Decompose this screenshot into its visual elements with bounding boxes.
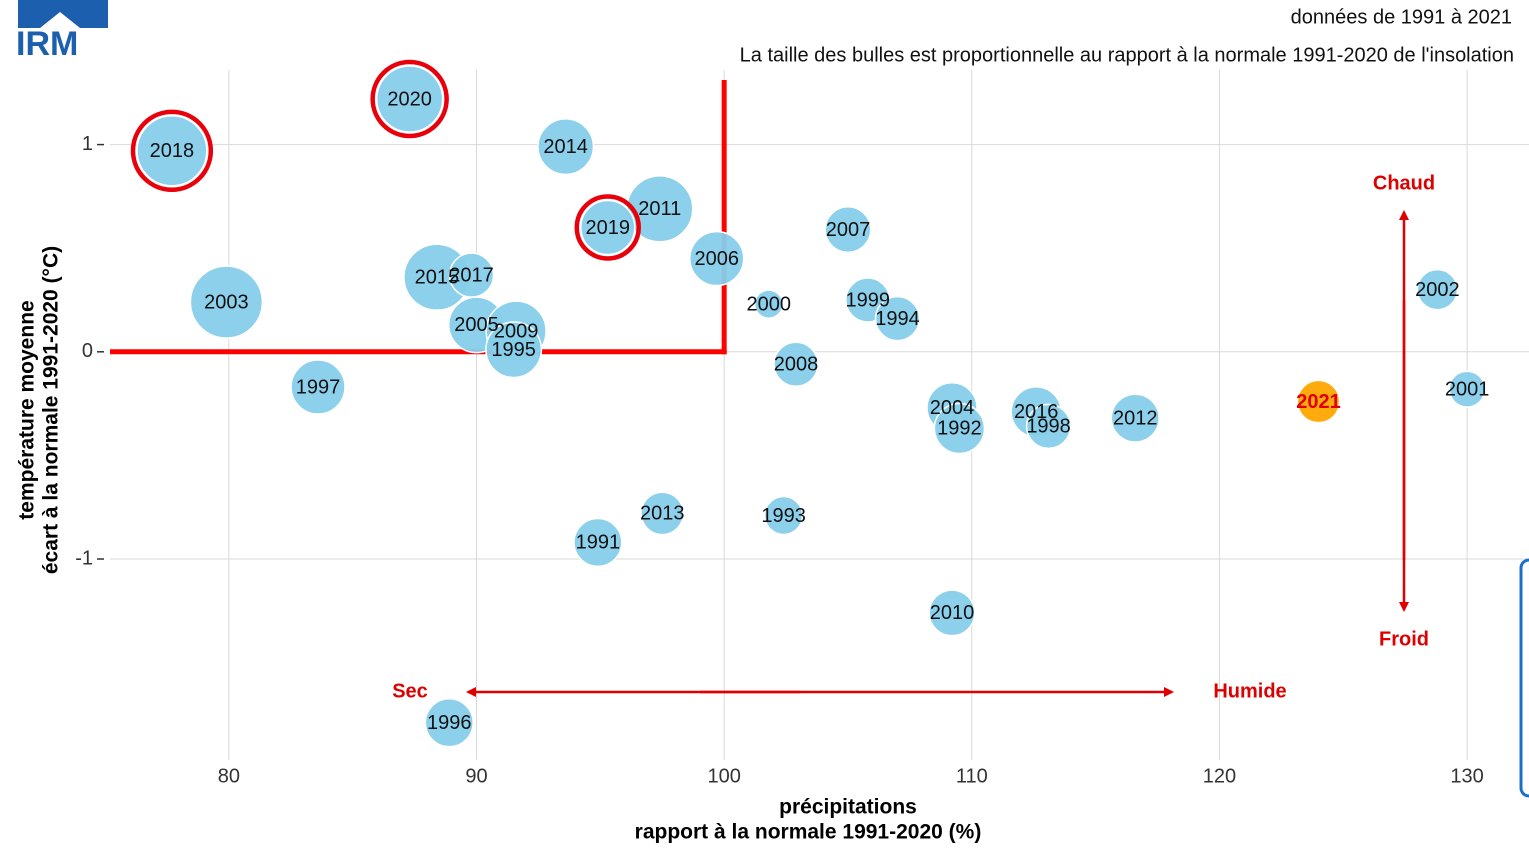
bubble-label: 2005 [454,314,499,336]
bubble-label: 2013 [640,503,685,525]
bubble [773,341,819,387]
logo-shape [18,0,108,28]
bubble [1025,403,1072,450]
bubble [688,230,745,287]
bubble-label: 2002 [1415,279,1460,301]
x-tick-label: 120 [1203,765,1236,787]
subtitle: données de 1991 à 2021 [1291,6,1512,28]
bubble-label: 1994 [875,308,920,330]
bubble [580,199,636,256]
y-tick-label: 0 [82,340,93,362]
bubble [136,115,208,187]
y-tick-label: 1 [82,133,93,155]
annotation: Humide [1213,680,1286,702]
bubble [485,321,543,379]
x-tick-label: 90 [465,765,487,787]
bubble [874,295,921,342]
grid: 80 90 100 110 120 130 -1 0 1 [75,70,1529,787]
x-axis-title: rapport à la normale 1991-2020 (%) [635,821,982,844]
bubble [1416,268,1459,311]
bubble-label: 2010 [930,602,975,624]
bubble [424,698,474,748]
bubble-label: 1999 [846,289,891,311]
bubble-label: 1998 [1026,416,1071,438]
bubble-label: 1992 [937,418,982,440]
annotation: Sec [392,680,428,702]
logo-text: IRM [16,25,78,63]
bubble-label: 2014 [543,136,588,158]
bubble [189,265,264,339]
bubble-label: 2018 [150,140,195,162]
bubble-label: 2001 [1445,378,1490,400]
bubble-label: 2015 [415,266,460,288]
bubble [1296,379,1341,424]
bubble-label: 2009 [494,320,539,342]
bubble-label: 1993 [761,505,806,527]
bubble-label: 2017 [449,264,494,286]
bubble-label: 2000 [746,293,791,315]
x-tick-label: 110 [956,765,988,787]
bubble [933,402,986,455]
bubble [1110,393,1160,443]
bubble-label: 2020 [387,88,432,110]
bubble [290,359,346,415]
x-axis-title: précipitations [779,796,917,819]
x-tick-label: 80 [218,765,240,787]
bubble-label: 2012 [1113,407,1158,429]
bubble-label: 1997 [296,376,341,398]
highlight-ring [130,109,214,192]
side-panel [1519,558,1529,798]
highlight-ring [370,59,449,139]
annotation: Froid [1379,628,1429,650]
bubble [537,118,595,176]
bubble-label: 2006 [694,248,739,270]
reference-lines [110,80,727,355]
bubble-label: 1996 [427,712,472,734]
bubble [375,65,444,133]
bubble-label: 2016 [1014,401,1059,423]
bubble [763,495,804,536]
logo: IRM [16,0,108,63]
y-axis-title: température moyenne [16,300,39,519]
bubble-label: 1995 [491,339,536,361]
bubble-label: 2019 [586,217,631,239]
bubble-label: 2008 [774,354,819,376]
bubble-label: 2007 [826,219,871,241]
bubble [573,517,623,568]
subtitle: La taille des bulles est proportionnelle… [740,44,1514,66]
bubble [824,205,872,254]
arrows: Chaud Froid Sec Humide [392,172,1435,702]
bubble-label: 2021 [1296,391,1341,413]
y-tick-label: -1 [75,547,93,569]
bubble [753,289,784,319]
bubble-label: 1991 [576,532,621,554]
bubble-label: 2003 [204,291,249,313]
bubble [1448,370,1486,408]
bubble-label: 2011 [638,198,681,220]
bubble [928,589,976,637]
highlight-ring [574,194,641,261]
bubble [640,491,685,536]
y-axis-title: écart à la normale 1991-2020 (°C) [40,246,63,574]
bubble-label: 2004 [930,397,975,419]
x-tick-label: 130 [1450,765,1483,787]
x-tick-label: 100 [707,765,740,787]
annotation: Chaud [1373,172,1435,194]
